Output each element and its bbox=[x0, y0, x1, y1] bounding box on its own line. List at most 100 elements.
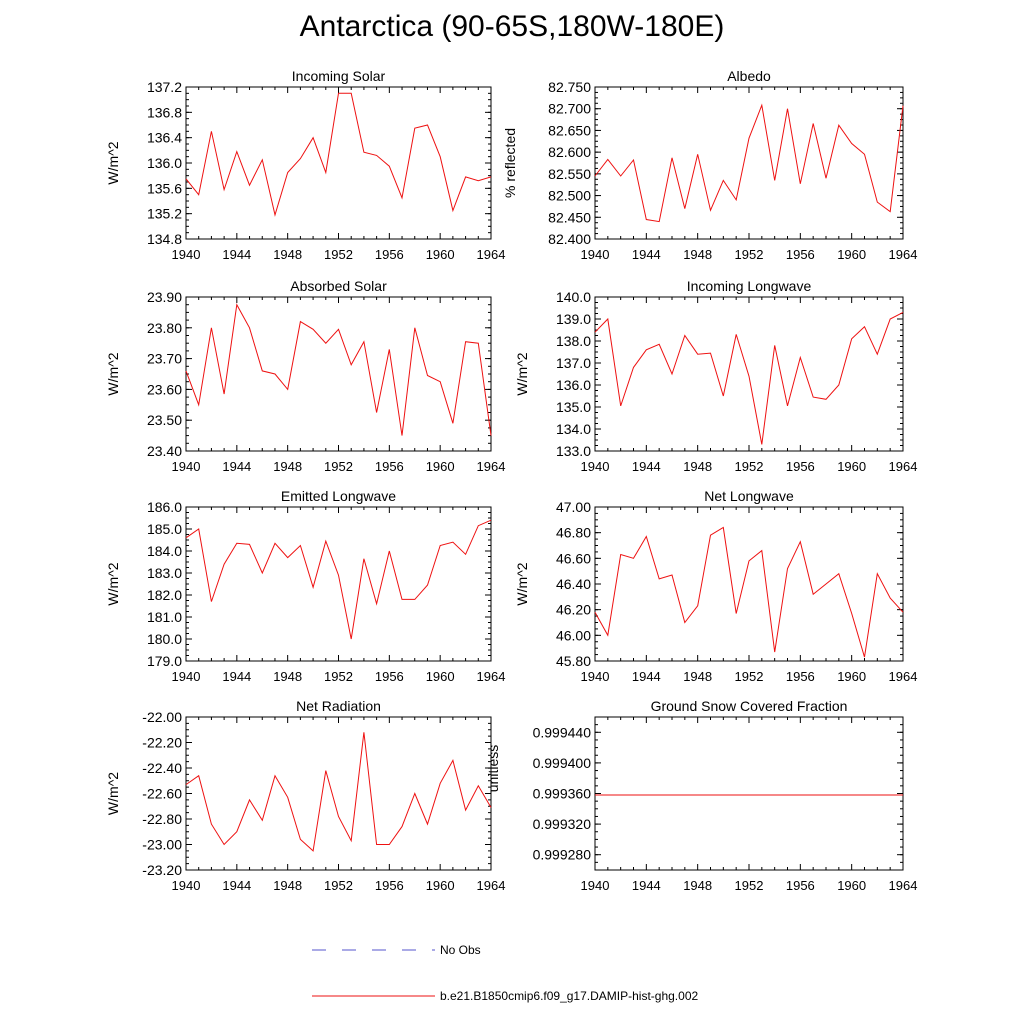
y-tick-label: 138.0 bbox=[556, 333, 591, 349]
y-tick-label: -22.00 bbox=[142, 709, 182, 725]
x-tick-label: 1960 bbox=[837, 878, 866, 893]
x-tick-label: 1952 bbox=[324, 669, 353, 684]
x-tick-label: 1956 bbox=[375, 669, 404, 684]
chart-panel-1: Incoming Solar W/m^2 1940 1944 1948 1952 1956 1… bbox=[105, 68, 505, 262]
chart-panel-2: Albedo % reflected 1940 1944 1948 1952 1956 196… bbox=[502, 68, 917, 262]
x-tick-label: 1944 bbox=[222, 878, 251, 893]
y-tick-label: 23.40 bbox=[147, 443, 182, 459]
y-tick-label: 82.600 bbox=[548, 144, 591, 160]
x-tick-label: 1964 bbox=[889, 459, 918, 474]
plot-frame bbox=[594, 86, 904, 240]
y-tick-label: 82.500 bbox=[548, 188, 591, 204]
y-tick-label: 0.999400 bbox=[533, 755, 592, 771]
y-tick-label: 180.0 bbox=[147, 631, 182, 647]
y-tick-label: 181.0 bbox=[147, 609, 182, 625]
plot-frame bbox=[185, 506, 492, 662]
x-tick-label: 1948 bbox=[273, 247, 302, 262]
x-tick-label: 1964 bbox=[477, 247, 506, 262]
x-tick-label: 1952 bbox=[324, 459, 353, 474]
y-axis-label: W/m^2 bbox=[105, 562, 121, 605]
y-tick-label: 82.700 bbox=[548, 101, 591, 117]
series-line bbox=[594, 526, 904, 658]
y-tick-label: 136.4 bbox=[147, 130, 182, 146]
x-tick-label: 1952 bbox=[735, 669, 764, 684]
y-tick-label: 135.2 bbox=[147, 206, 182, 222]
y-tick-label: 46.60 bbox=[556, 550, 591, 566]
x-tick-label: 1964 bbox=[477, 669, 506, 684]
y-tick-label: 183.0 bbox=[147, 565, 182, 581]
y-tick-label: 136.0 bbox=[556, 377, 591, 393]
panel-title: Incoming Longwave bbox=[687, 278, 812, 294]
y-tick-label: 23.50 bbox=[147, 412, 182, 428]
y-tick-label: 82.450 bbox=[548, 209, 591, 225]
x-tick-label: 1956 bbox=[375, 878, 404, 893]
x-tick-label: 1944 bbox=[632, 459, 661, 474]
x-tick-label: 1948 bbox=[273, 669, 302, 684]
y-axis-label: W/m^2 bbox=[514, 562, 530, 605]
y-tick-label: -22.80 bbox=[142, 811, 182, 827]
x-tick-label: 1960 bbox=[837, 459, 866, 474]
x-tick-label: 1948 bbox=[683, 669, 712, 684]
y-tick-label: 46.40 bbox=[556, 576, 591, 592]
x-tick-label: 1940 bbox=[581, 669, 610, 684]
series-line bbox=[185, 519, 492, 640]
y-tick-label: 23.70 bbox=[147, 351, 182, 367]
x-tick-label: 1952 bbox=[735, 878, 764, 893]
y-tick-label: 47.00 bbox=[556, 499, 591, 515]
x-tick-label: 1948 bbox=[683, 878, 712, 893]
y-tick-label: 23.90 bbox=[147, 289, 182, 305]
series-line bbox=[594, 311, 904, 445]
x-tick-label: 1952 bbox=[324, 878, 353, 893]
y-tick-label: -22.60 bbox=[142, 786, 182, 802]
y-tick-label: 179.0 bbox=[147, 653, 182, 669]
legend: No Obs b.e21.B1850cmip6.f09_g17.DAMIP-his… bbox=[312, 943, 698, 1003]
x-tick-label: 1960 bbox=[837, 669, 866, 684]
y-axis-label: W/m^2 bbox=[514, 352, 530, 395]
panel-title: Net Radiation bbox=[296, 698, 381, 714]
panel-title: Incoming Solar bbox=[292, 68, 386, 84]
y-tick-label: 182.0 bbox=[147, 587, 182, 603]
plot-frame bbox=[594, 716, 904, 871]
chart-panel-4: Incoming Longwave W/m^2 1940 1944 1948 1952 19… bbox=[514, 278, 917, 474]
plot-frame bbox=[185, 86, 492, 240]
x-tick-label: 1952 bbox=[735, 459, 764, 474]
y-tick-label: 136.0 bbox=[147, 155, 182, 171]
series-line bbox=[185, 92, 492, 217]
x-tick-label: 1940 bbox=[581, 878, 610, 893]
y-axis-label: % reflected bbox=[502, 128, 518, 198]
x-tick-label: 1956 bbox=[786, 878, 815, 893]
x-tick-label: 1964 bbox=[477, 878, 506, 893]
x-tick-label: 1944 bbox=[222, 247, 251, 262]
y-tick-label: -23.00 bbox=[142, 837, 182, 853]
x-tick-label: 1944 bbox=[632, 247, 661, 262]
x-tick-label: 1956 bbox=[786, 669, 815, 684]
panel-title: Emitted Longwave bbox=[281, 488, 396, 504]
y-tick-label: 134.0 bbox=[556, 421, 591, 437]
y-tick-label: 133.0 bbox=[556, 443, 591, 459]
y-tick-label: 137.2 bbox=[147, 79, 182, 95]
y-axis-label: W/m^2 bbox=[105, 772, 121, 815]
figure-title: Antarctica (90-65S,180W-180E) bbox=[299, 10, 725, 43]
chart-panel-6: Net Longwave W/m^2 1940 1944 1948 1952 1956 196… bbox=[514, 488, 917, 684]
series-line bbox=[185, 303, 492, 436]
y-tick-label: -22.20 bbox=[142, 735, 182, 751]
y-axis-label: unitless bbox=[485, 745, 501, 792]
y-tick-label: 137.0 bbox=[556, 355, 591, 371]
panel-title: Albedo bbox=[727, 68, 771, 84]
x-tick-label: 1960 bbox=[426, 459, 455, 474]
y-tick-label: 0.999360 bbox=[533, 786, 592, 802]
x-tick-label: 1952 bbox=[735, 247, 764, 262]
y-tick-label: 135.0 bbox=[556, 399, 591, 415]
x-tick-label: 1940 bbox=[172, 878, 201, 893]
x-tick-label: 1948 bbox=[273, 459, 302, 474]
y-tick-label: -22.40 bbox=[142, 760, 182, 776]
panel-title: Ground Snow Covered Fraction bbox=[651, 698, 848, 714]
plot-frame bbox=[594, 296, 904, 452]
y-tick-label: 186.0 bbox=[147, 499, 182, 515]
chart-panel-3: Absorbed Solar W/m^2 1940 1944 1948 1952 1956 1… bbox=[105, 278, 505, 474]
x-tick-label: 1960 bbox=[426, 669, 455, 684]
y-tick-label: 46.20 bbox=[556, 602, 591, 618]
plot-frame bbox=[185, 296, 492, 452]
x-tick-label: 1940 bbox=[172, 669, 201, 684]
